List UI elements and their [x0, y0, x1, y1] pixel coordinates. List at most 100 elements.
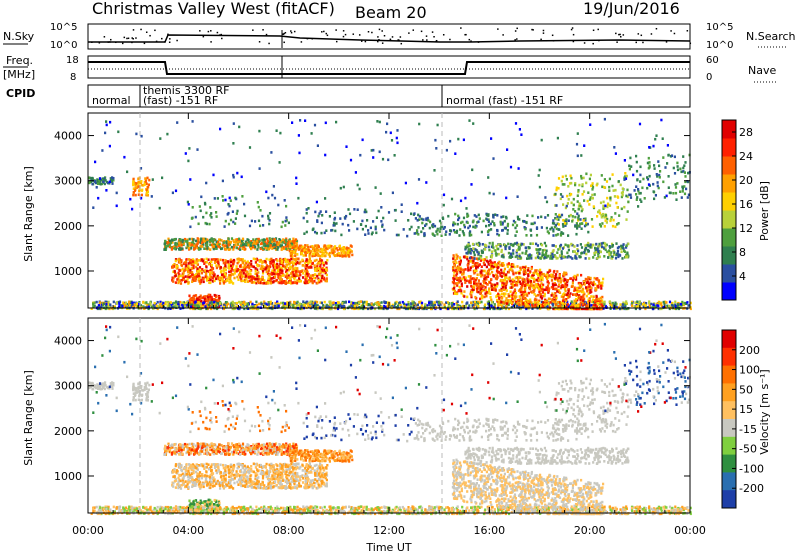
echo-cell — [245, 275, 247, 278]
echo-cell — [175, 266, 177, 269]
echo-cell — [264, 244, 266, 247]
echo-cell — [185, 240, 187, 243]
echo-cell — [621, 246, 623, 249]
echo-cell — [512, 249, 514, 252]
echo-cell — [512, 264, 514, 267]
echo-cell — [498, 301, 500, 304]
echo-cell — [519, 267, 521, 270]
echo-cell — [200, 238, 202, 241]
echo-cell — [302, 300, 304, 303]
echo-cell — [250, 301, 252, 304]
echo-cell — [267, 277, 269, 280]
echo-cell — [295, 238, 297, 241]
nsearch-point — [553, 40, 555, 42]
echo-cell — [200, 297, 202, 300]
echo-cell — [523, 268, 525, 271]
echo-cell — [249, 273, 251, 276]
nsearch-point — [514, 39, 516, 41]
echo-cell — [300, 305, 302, 308]
echo-cell — [580, 296, 582, 299]
echo-cell — [596, 296, 598, 299]
echo-cell — [577, 274, 579, 277]
echo-cell — [201, 245, 203, 248]
echo-cell — [112, 177, 114, 180]
echo-cell — [496, 282, 498, 285]
echo-cell — [571, 300, 573, 303]
echo-cell — [582, 302, 584, 305]
echo-cell — [227, 237, 229, 240]
echo-cell — [141, 194, 143, 197]
echo-cell — [297, 301, 299, 304]
echo-cell — [539, 269, 541, 272]
echo-cell — [609, 246, 611, 249]
echo-cell — [279, 273, 281, 276]
echo-cell — [526, 277, 528, 280]
nsearch-point — [497, 28, 499, 30]
echo-cell — [516, 305, 518, 308]
echo-cell — [304, 304, 306, 307]
echo-cell — [454, 278, 456, 281]
echo-cell — [485, 295, 487, 298]
echo-cell — [215, 264, 217, 267]
echo-cell — [236, 302, 238, 305]
echo-cell — [578, 297, 580, 300]
echo-cell — [252, 246, 254, 249]
echo-cell — [487, 283, 489, 286]
echo-cell — [508, 271, 510, 274]
echo-cell — [538, 291, 540, 294]
echo-cell — [457, 223, 459, 226]
echo-cell — [599, 256, 601, 259]
echo-cell — [227, 303, 229, 306]
nsearch-point — [327, 35, 329, 37]
echo-cell — [497, 248, 499, 251]
echo-cell — [109, 303, 111, 306]
echo-cell — [539, 248, 541, 251]
echo-cell — [261, 303, 263, 306]
echo-cell — [271, 241, 273, 244]
echo-cell — [305, 248, 307, 251]
echo-cell — [594, 277, 596, 280]
echo-cell — [527, 281, 529, 284]
nsearch-point — [140, 29, 142, 31]
echo-cell — [291, 282, 293, 285]
echo-cell — [171, 239, 173, 242]
echo-cell — [103, 303, 105, 306]
echo-cell — [174, 270, 176, 273]
echo-cell — [215, 278, 217, 281]
echo-cell — [175, 281, 177, 284]
nsearch-point — [291, 32, 293, 34]
echo-cell — [223, 276, 225, 279]
nsearch-point — [597, 29, 599, 31]
echo-cell — [476, 257, 478, 260]
echo-cell — [304, 278, 306, 281]
echo-cell — [116, 301, 118, 304]
echo-cell — [321, 302, 323, 305]
echo-cell — [417, 226, 419, 229]
echo-cell — [262, 270, 264, 273]
echo-cell — [536, 279, 538, 282]
echo-cell — [590, 295, 592, 298]
echo-cell — [133, 178, 135, 181]
nsearch-point — [426, 39, 428, 41]
echo-cell — [611, 245, 613, 248]
echo-cell — [272, 264, 274, 267]
echo-cell — [487, 261, 489, 264]
echo-cell — [289, 259, 291, 262]
echo-cell — [252, 238, 254, 241]
echo-cell — [480, 291, 482, 294]
echo-cell — [487, 233, 489, 236]
echo-cell — [481, 297, 483, 300]
echo-cell — [533, 281, 535, 284]
echo-cell — [489, 273, 491, 276]
echo-cell — [313, 277, 315, 280]
echo-cell — [497, 293, 499, 296]
echo-cell — [248, 276, 250, 279]
echo-cell — [484, 292, 486, 295]
echo-cell — [579, 284, 581, 287]
echo-cell — [274, 305, 276, 308]
echo-cell — [559, 303, 561, 306]
echo-cell — [625, 244, 627, 247]
echo-cell — [250, 242, 252, 245]
echo-cell — [544, 303, 546, 306]
echo-cell — [457, 267, 459, 270]
